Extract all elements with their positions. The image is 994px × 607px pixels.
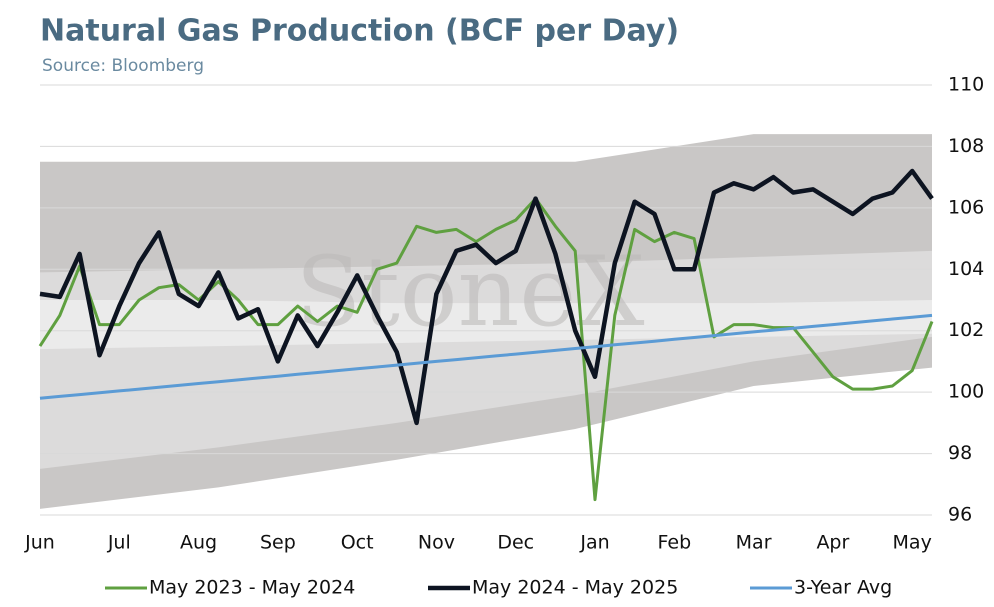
y-tick-label: 104 [948,258,984,280]
legend-label: May 2023 - May 2024 [149,577,355,599]
y-tick-label: 106 [948,196,984,218]
chart-title: Natural Gas Production (BCF per Day) [40,14,679,49]
y-tick-label: 108 [948,135,984,157]
x-tick-label: Jan [579,532,609,554]
watermark: StoneX [295,236,644,348]
chart-subtitle: Source: Bloomberg [42,56,204,76]
x-tick-label: Apr [816,532,849,554]
x-tick-label: May [893,532,932,554]
legend-label: May 2024 - May 2025 [472,577,678,599]
x-tick-label: Oct [341,532,374,554]
legend-label: 3-Year Avg [794,577,892,599]
y-tick-label: 110 [948,74,984,96]
series-line [39,313,933,400]
y-tick-label: 100 [948,381,984,403]
y-tick-label: 98 [948,442,972,464]
y-tick-label: 96 [948,504,972,526]
x-tick-label: Aug [180,532,217,554]
x-tick-label: Sep [260,532,296,554]
series-line [38,197,934,502]
x-tick-label: Feb [657,532,691,554]
x-tick-label: Jul [107,532,131,554]
x-tick-label: Dec [497,532,534,554]
x-tick-label: Nov [418,532,455,554]
x-tick-label: Jun [24,532,55,554]
y-tick-label: 102 [948,319,984,341]
series-line [39,168,934,426]
x-tick-label: Mar [736,532,772,554]
